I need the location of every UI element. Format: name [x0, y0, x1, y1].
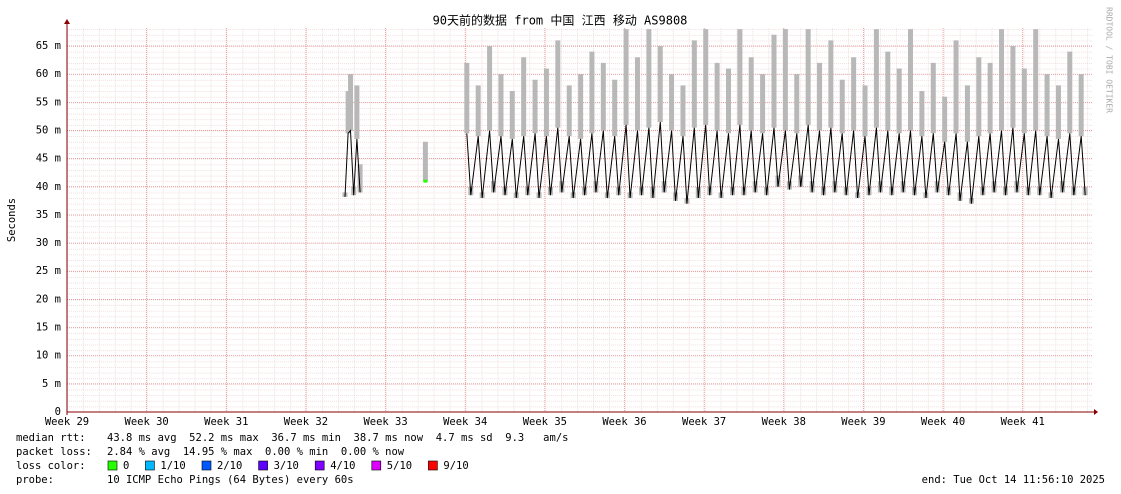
- legend-title: loss color:: [16, 460, 86, 472]
- y-tick-label: 45 m: [36, 153, 61, 165]
- stat-label: median rtt:: [16, 432, 86, 444]
- y-tick-label: 35 m: [36, 209, 61, 221]
- legend-swatch: [258, 460, 268, 471]
- y-tick-label: 50 m: [36, 124, 61, 136]
- legend-label: 5/10: [387, 460, 412, 472]
- legend-swatch: [428, 460, 438, 471]
- y-tick-label: 0: [55, 406, 61, 418]
- probe-text: 10 ICMP Echo Pings (64 Bytes) every 60s: [107, 474, 354, 486]
- y-tick-label: 15 m: [36, 322, 61, 334]
- legend-label: 0: [123, 460, 129, 472]
- probe-label: probe:: [16, 474, 54, 486]
- y-axis-label: Seconds: [6, 198, 18, 242]
- stat-label: packet loss:: [16, 446, 92, 458]
- x-tick-label: Week 40: [921, 416, 965, 428]
- x-tick-label: Week 29: [45, 416, 89, 428]
- x-arrow: [1094, 409, 1098, 415]
- y-tick-label: 30 m: [36, 237, 61, 249]
- median-point: [423, 179, 428, 183]
- x-tick-label: Week 34: [443, 416, 487, 428]
- legend-swatch: [145, 460, 155, 471]
- end-time: end: Tue Oct 14 11:56:10 2025: [922, 474, 1105, 486]
- x-tick-label: Week 30: [125, 416, 169, 428]
- stat-text: 43.8 ms avg 52.2 ms max 36.7 ms min 38.7…: [107, 432, 568, 444]
- y-tick-label: 55 m: [36, 96, 61, 108]
- y-tick-label: 40 m: [36, 181, 61, 193]
- legend-swatch: [107, 460, 118, 471]
- legend-label: 3/10: [274, 460, 299, 472]
- x-tick-label: Week 35: [523, 416, 567, 428]
- legend-label: 2/10: [217, 460, 242, 472]
- y-tick-label: 5 m: [42, 378, 61, 390]
- x-tick-label: Week 36: [602, 416, 646, 428]
- legend-label: 4/10: [330, 460, 355, 472]
- y-tick-label: 60 m: [36, 68, 61, 80]
- x-tick-label: Week 37: [682, 416, 726, 428]
- x-tick-label: Week 38: [762, 416, 806, 428]
- legend-swatch: [314, 460, 325, 471]
- x-tick-label: Week 31: [204, 416, 248, 428]
- y-tick-label: 65 m: [36, 40, 61, 52]
- x-tick-label: Week 39: [841, 416, 885, 428]
- legend-swatch: [371, 460, 382, 471]
- median-line: [344, 121, 1086, 204]
- y-arrow: [64, 19, 70, 24]
- y-tick-label: 10 m: [36, 350, 61, 362]
- legend-swatch: [201, 460, 212, 471]
- x-tick-label: Week 33: [363, 416, 407, 428]
- chart-title: 90天前的数据 from 中国 江西 移动 AS9808: [433, 13, 688, 28]
- y-tick-label: 25 m: [36, 265, 61, 277]
- y-tick-label: 20 m: [36, 293, 61, 305]
- stat-text: 2.84 % avg 14.95 % max 0.00 % min 0.00 %…: [107, 446, 405, 458]
- legend-label: 9/10: [443, 460, 468, 472]
- x-tick-label: Week 41: [1001, 416, 1045, 428]
- legend-label: 1/10: [160, 460, 185, 472]
- x-tick-label: Week 32: [284, 416, 328, 428]
- side-label: RRDTOOL / TOBI OETIKER: [1105, 7, 1114, 113]
